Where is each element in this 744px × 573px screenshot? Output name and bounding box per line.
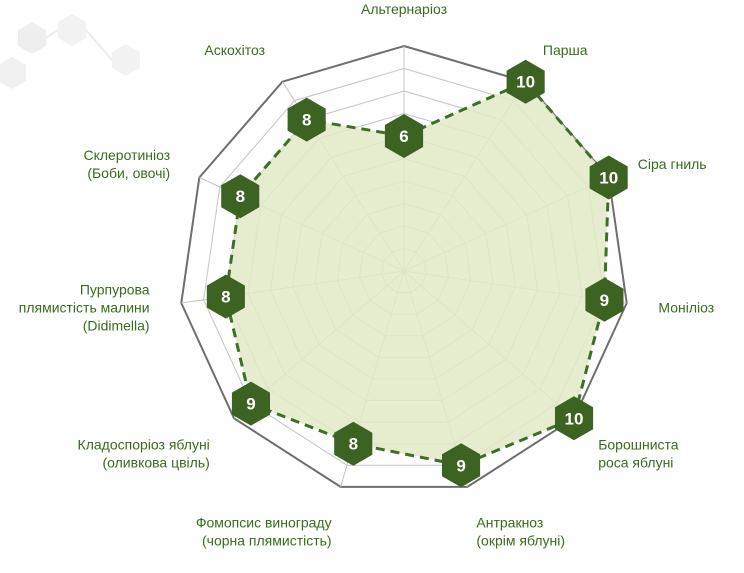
value-badge-1: 6 <box>384 114 424 158</box>
value-badge-3: 10 <box>589 155 628 200</box>
value-label: 6 <box>399 127 408 146</box>
value-label: 8 <box>349 435 358 454</box>
axis-labels: Альтернаріоз Парша Сіра гниль Моніліоз Борош… <box>19 1 714 549</box>
data-area <box>224 80 611 467</box>
value-badge-hexagon <box>589 155 628 200</box>
value-badge-10: 8 <box>221 174 260 219</box>
axis-label-7: Фомопсис винограду (чорна плямистість) <box>196 515 332 549</box>
value-badge-7: 8 <box>334 421 373 466</box>
axis-label-3: Сіра гниль <box>638 156 707 172</box>
value-label: 9 <box>246 395 255 414</box>
value-label: 8 <box>302 111 311 130</box>
value-badge-hexagon <box>334 421 373 466</box>
value-badge-hexagon <box>442 443 481 488</box>
axis-label-1: Альтернаріоз <box>361 1 447 17</box>
value-badge-5: 10 <box>555 396 594 441</box>
value-badge-hexagon <box>287 97 326 142</box>
axis-label-11: Аскохітоз <box>204 42 265 58</box>
value-badge-hexagon <box>206 274 245 319</box>
axis-label-5: Борошниста роса яблуні <box>598 436 679 470</box>
decorative-hexagons <box>0 14 140 89</box>
value-label: 10 <box>565 409 584 428</box>
value-badge-11: 8 <box>287 97 326 142</box>
value-label: 10 <box>516 73 535 92</box>
value-badge-hexagon <box>384 114 424 158</box>
value-label: 8 <box>221 288 230 307</box>
value-badge-9: 8 <box>206 274 245 319</box>
value-badge-hexagon <box>585 277 624 322</box>
value-badges: 6 10 10 9 10 9 8 9 8 8 8 <box>206 59 628 488</box>
value-badge-4: 9 <box>585 277 624 322</box>
value-badge-hexagon <box>555 396 594 441</box>
axis-label-6: Антракноз (окрім яблуні) <box>476 515 565 549</box>
axis-label-2: Парша <box>543 42 588 58</box>
axis-label-10: Склеротиніоз (Боби, овочі) <box>83 147 170 181</box>
value-label: 8 <box>236 187 245 206</box>
value-label: 9 <box>456 456 465 475</box>
value-label: 9 <box>600 291 609 310</box>
value-label: 10 <box>599 169 618 188</box>
value-badge-hexagon <box>221 174 260 219</box>
axis-label-9: Пурпурова плямистість малини (Didimella) <box>19 282 150 334</box>
value-badge-6: 9 <box>442 443 481 488</box>
value-badge-8: 9 <box>231 381 270 426</box>
value-badge-hexagon <box>506 59 545 104</box>
axis-label-8: Кладоспоріоз яблуні (оливкова цвіль) <box>78 436 210 470</box>
value-badge-hexagon <box>231 381 270 426</box>
axis-label-4: Моніліоз <box>658 300 714 316</box>
value-badge-2: 10 <box>506 59 545 104</box>
